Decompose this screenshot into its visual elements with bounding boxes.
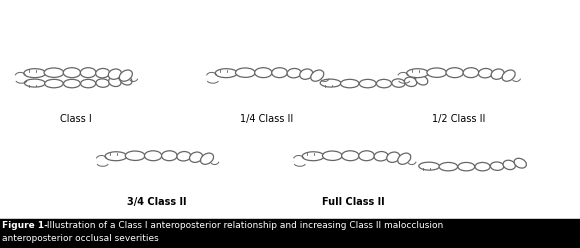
Ellipse shape <box>119 75 132 85</box>
Ellipse shape <box>439 162 458 171</box>
Ellipse shape <box>502 70 515 81</box>
Ellipse shape <box>503 160 516 170</box>
Ellipse shape <box>190 152 202 162</box>
Ellipse shape <box>415 75 428 85</box>
Ellipse shape <box>108 77 121 87</box>
Ellipse shape <box>376 79 392 88</box>
Ellipse shape <box>340 79 359 88</box>
Ellipse shape <box>144 151 162 161</box>
Text: 1/2 Class II: 1/2 Class II <box>432 114 485 124</box>
Ellipse shape <box>105 152 127 161</box>
Ellipse shape <box>177 152 191 161</box>
Text: Full Class II: Full Class II <box>322 197 385 207</box>
Ellipse shape <box>255 68 272 78</box>
Ellipse shape <box>358 151 375 161</box>
Ellipse shape <box>161 151 177 161</box>
Ellipse shape <box>490 162 504 170</box>
Ellipse shape <box>44 68 64 77</box>
Ellipse shape <box>96 79 110 87</box>
Ellipse shape <box>478 68 492 78</box>
Ellipse shape <box>63 79 81 88</box>
Ellipse shape <box>407 69 429 78</box>
Ellipse shape <box>119 70 132 81</box>
Ellipse shape <box>287 68 301 78</box>
Bar <box>0 219 580 248</box>
Text: Illustration of a Class I anteroposterior relationship and increasing Class II m: Illustration of a Class I anteroposterio… <box>44 221 443 230</box>
Ellipse shape <box>320 79 341 87</box>
Ellipse shape <box>201 153 213 164</box>
Ellipse shape <box>81 79 96 88</box>
Ellipse shape <box>446 68 463 78</box>
Ellipse shape <box>392 79 405 87</box>
Ellipse shape <box>427 68 447 77</box>
Ellipse shape <box>45 79 63 88</box>
Ellipse shape <box>514 158 527 168</box>
Ellipse shape <box>215 69 237 78</box>
Ellipse shape <box>235 68 255 77</box>
Ellipse shape <box>398 153 411 164</box>
Ellipse shape <box>24 69 46 78</box>
Ellipse shape <box>322 151 342 160</box>
Ellipse shape <box>374 152 388 161</box>
Text: 1/4 Class II: 1/4 Class II <box>240 114 293 124</box>
Ellipse shape <box>463 68 479 78</box>
Ellipse shape <box>63 68 81 78</box>
Ellipse shape <box>125 151 145 160</box>
Ellipse shape <box>475 162 490 171</box>
Text: Class I: Class I <box>60 114 91 124</box>
Ellipse shape <box>458 162 475 171</box>
Ellipse shape <box>108 69 121 79</box>
Text: anteroposterior occlusal severities: anteroposterior occlusal severities <box>2 234 159 243</box>
Ellipse shape <box>359 79 376 88</box>
Text: 3/4 Class II: 3/4 Class II <box>127 197 186 207</box>
Ellipse shape <box>387 152 400 162</box>
Ellipse shape <box>271 68 288 78</box>
Ellipse shape <box>300 69 313 79</box>
Ellipse shape <box>342 151 359 161</box>
Ellipse shape <box>96 68 110 78</box>
Ellipse shape <box>24 79 45 87</box>
Ellipse shape <box>404 77 417 87</box>
Ellipse shape <box>80 68 96 78</box>
Ellipse shape <box>311 70 324 81</box>
Ellipse shape <box>302 152 324 161</box>
Text: Figure 1-: Figure 1- <box>2 221 48 230</box>
Ellipse shape <box>419 162 440 170</box>
Ellipse shape <box>491 69 504 79</box>
